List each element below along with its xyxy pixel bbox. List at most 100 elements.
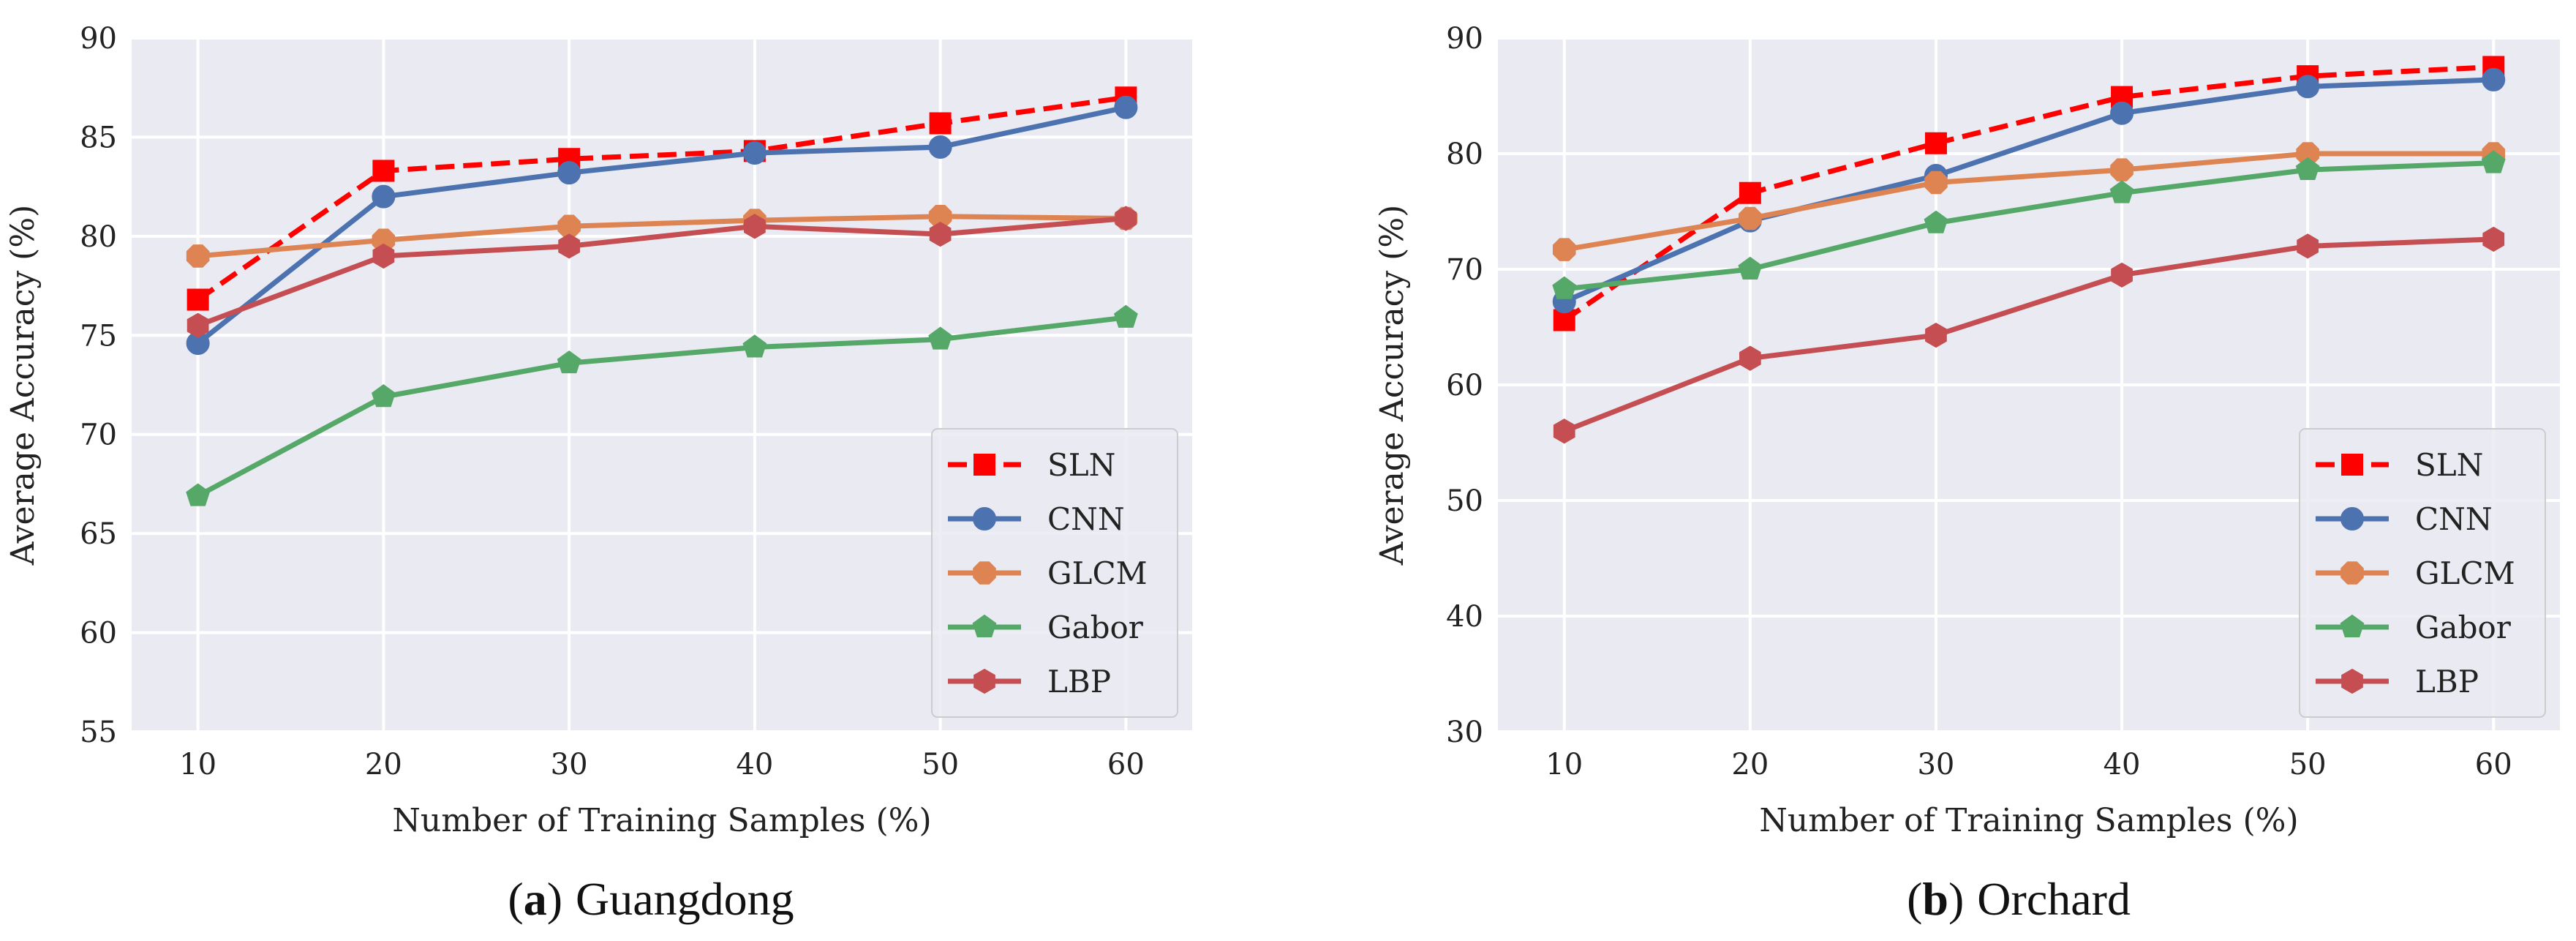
data-point-lbp — [929, 221, 952, 247]
series-glcm — [1552, 142, 2506, 261]
legend: SLN CNN GLCM Gabor LBP — [931, 428, 1178, 718]
data-point-lbp — [1115, 206, 1137, 231]
legend: SLN CNN GLCM Gabor LBP — [2299, 428, 2546, 718]
legend-label-cnn: CNN — [1047, 501, 1125, 537]
x-tick-label: 10 — [179, 748, 216, 781]
y-tick-label: 40 — [1446, 600, 1483, 634]
series-line-sln — [1562, 64, 2494, 323]
y-tick-label: 70 — [80, 419, 117, 452]
y-tick-label: 65 — [80, 517, 117, 551]
figure-caption: (b) Orchard — [1907, 873, 2131, 925]
data-point-lbp — [187, 312, 209, 338]
legend-marker-gabor — [2340, 614, 2365, 637]
series-line-glcm — [197, 214, 1126, 259]
data-point-cnn — [2110, 101, 2134, 125]
x-tick-label: 20 — [1731, 748, 1769, 781]
data-point-lbp — [558, 233, 580, 259]
data-point-gabor — [1552, 276, 1577, 299]
data-point-glcm — [1739, 206, 1762, 230]
legend-label-gabor: Gabor — [2415, 610, 2512, 645]
legend-marker-sln — [973, 454, 995, 476]
x-tick-label: 20 — [365, 748, 402, 781]
caption-paren-close: ) — [547, 873, 562, 925]
y-axis-label: Average Accuracy (%) — [1374, 205, 1411, 566]
data-point-cnn — [1114, 95, 1138, 119]
data-point-sln — [187, 288, 209, 311]
y-tick-label: 70 — [1446, 253, 1483, 287]
legend-label-gabor: Gabor — [1047, 610, 1144, 645]
legend-label-cnn: CNN — [2415, 501, 2493, 537]
x-tick-label: 50 — [922, 748, 959, 781]
data-point-lbp — [1925, 322, 1947, 348]
caption-name: Guangdong — [576, 873, 794, 925]
data-point-lbp — [2111, 262, 2133, 288]
legend-label-sln: SLN — [1047, 447, 1115, 483]
y-tick-label: 60 — [80, 617, 117, 651]
x-tick-label: 40 — [736, 748, 773, 781]
y-tick-label: 30 — [1446, 716, 1483, 749]
x-axis-label: Number of Training Samples (%) — [392, 802, 931, 839]
data-point-gabor — [928, 326, 953, 350]
y-tick-label: 55 — [80, 716, 117, 749]
data-point-glcm — [1552, 238, 1576, 261]
data-point-gabor — [2481, 150, 2506, 173]
series-lbp — [187, 206, 1137, 338]
series-line-cnn — [196, 105, 1127, 345]
series-line-lbp — [197, 215, 1126, 329]
legend-marker-lbp — [2341, 668, 2363, 694]
data-point-gabor — [742, 334, 767, 358]
legend-label-glcm: GLCM — [2415, 555, 2515, 591]
data-point-sln — [1739, 181, 1761, 204]
series-cnn — [186, 95, 1138, 356]
series-line-sln — [196, 94, 1126, 302]
data-point-lbp — [1553, 419, 1575, 444]
data-point-gabor — [1738, 256, 1763, 280]
series-line-cnn — [1563, 77, 2494, 304]
data-point-gabor — [186, 483, 211, 506]
y-tick-label: 85 — [80, 121, 117, 154]
figure-caption: (a) Guangdong — [508, 873, 794, 925]
y-axis-label: Average Accuracy (%) — [4, 205, 42, 566]
y-tick-label: 80 — [80, 220, 117, 254]
series-line-glcm — [1564, 151, 2494, 252]
data-point-gabor — [2109, 180, 2134, 203]
legend-marker-glcm — [973, 561, 996, 585]
y-tick-label: 80 — [1446, 138, 1483, 171]
series-gabor — [186, 304, 1138, 506]
legend-box — [931, 428, 1178, 718]
data-point-cnn — [557, 161, 581, 185]
data-point-sln — [1924, 132, 1947, 154]
chart-panel-b: 10 20 30 40 50 60 30 40 50 60 70 80 90 Number of Trai… — [1374, 22, 2560, 925]
legend-box — [2299, 428, 2546, 718]
series-line-lbp — [1563, 236, 2494, 434]
y-tick-label: 90 — [1446, 22, 1483, 56]
series-gabor — [1552, 150, 2506, 299]
x-tick-label: 50 — [2289, 748, 2327, 781]
data-point-cnn — [928, 135, 952, 159]
data-point-gabor — [1924, 210, 1948, 233]
data-point-sln — [372, 160, 395, 182]
caption-paren-open: ( — [1907, 873, 1922, 925]
data-point-gabor — [371, 384, 396, 408]
chart-panel-a: 10 20 30 40 50 60 55 60 65 70 75 80 85 90 Number of Tr… — [4, 22, 1192, 925]
x-tick-label: 30 — [551, 748, 588, 781]
legend-marker-glcm — [2340, 561, 2364, 585]
data-point-cnn — [2482, 67, 2506, 91]
legend-marker-gabor — [972, 614, 997, 637]
caption-name: Orchard — [1977, 873, 2131, 925]
data-point-cnn — [742, 141, 767, 165]
legend-label-glcm: GLCM — [1047, 555, 1148, 591]
y-tick-label: 90 — [80, 22, 117, 56]
x-tick-label: 60 — [1107, 748, 1145, 781]
data-point-lbp — [372, 243, 395, 269]
data-point-lbp — [2482, 226, 2505, 252]
caption-paren-close: ) — [1948, 873, 1964, 925]
data-point-gabor — [557, 350, 581, 374]
y-tick-label: 50 — [1446, 484, 1483, 518]
caption-paren-open: ( — [508, 873, 523, 925]
x-tick-label: 10 — [1545, 748, 1583, 781]
legend-label-lbp: LBP — [2415, 664, 2479, 700]
data-point-gabor — [1113, 304, 1138, 328]
data-point-lbp — [744, 214, 766, 239]
legend-marker-sln — [2341, 454, 2363, 476]
